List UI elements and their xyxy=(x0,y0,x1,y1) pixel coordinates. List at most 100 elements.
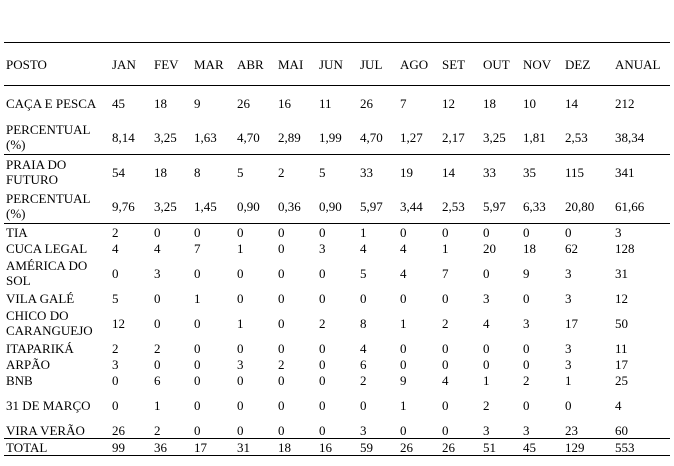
cell: 0 xyxy=(400,290,407,306)
table-row: ARPÃO 3 0 0 3 2 0 6 0 0 0 0 3 17 xyxy=(4,356,670,372)
cell: 17 xyxy=(565,315,578,331)
row-label: CHICO DO CARANGUEJO xyxy=(6,308,93,338)
cell: 212 xyxy=(615,95,635,111)
cell: 0 xyxy=(278,224,285,240)
table-row: CAÇA E PESCA 45 18 9 26 16 11 26 7 12 18 10 14 212 xyxy=(4,86,670,121)
cell: 0 xyxy=(400,356,407,372)
cell: 0 xyxy=(319,290,326,306)
header-cell: JUL xyxy=(358,42,398,86)
cell: 26 xyxy=(398,438,440,456)
cell: 0 xyxy=(319,340,326,356)
cell: 1,81 xyxy=(521,120,563,155)
cell: 2 xyxy=(278,164,285,180)
cell: 4,70 xyxy=(358,120,398,155)
cell: 9 xyxy=(194,95,201,111)
cell: 14 xyxy=(565,95,578,111)
cell: 0 xyxy=(278,315,285,331)
cell: 6 xyxy=(360,356,367,372)
cell: 9,76 xyxy=(110,189,152,224)
cell: 33 xyxy=(360,164,373,180)
cell: 1 xyxy=(237,315,244,331)
cell: 129 xyxy=(563,438,613,456)
cell: 0 xyxy=(112,265,119,281)
cell: 0 xyxy=(154,224,161,240)
cell: 1 xyxy=(400,397,407,413)
cell: 26 xyxy=(237,95,250,111)
table-row: PERCENTUAL (%) 8,14 3,25 1,63 4,70 2,89 1,99 4,… xyxy=(4,120,670,155)
table-row: CHICO DO CARANGUEJO 12 0 0 1 0 2 8 1 2 4 3 17 50 xyxy=(4,306,670,340)
cell: 5,97 xyxy=(358,189,398,224)
cell: 0,90 xyxy=(317,189,358,224)
cell: 0 xyxy=(278,290,285,306)
cell: 18 xyxy=(523,240,536,256)
cell: 0 xyxy=(276,422,317,439)
cell: 0 xyxy=(398,422,440,439)
cell: 1 xyxy=(237,240,244,256)
cell: 2 xyxy=(112,224,119,240)
table-row: PRAIA DO FUTURO 54 18 8 5 2 5 33 19 14 33 35 115 341 xyxy=(4,155,670,190)
cell: 45 xyxy=(112,95,125,111)
header-cell: SET xyxy=(440,42,481,86)
cell: 3 xyxy=(154,265,161,281)
cell: 99 xyxy=(110,438,152,456)
cell: 0 xyxy=(442,340,449,356)
cell: 0 xyxy=(442,397,449,413)
header-cell: NOV xyxy=(521,42,563,86)
cell: 5,97 xyxy=(481,189,521,224)
cell: 0 xyxy=(194,397,201,413)
header-cell: JAN xyxy=(110,42,152,86)
cell: 3,25 xyxy=(152,189,192,224)
cell: 1 xyxy=(565,372,572,388)
cell: 50 xyxy=(615,315,628,331)
cell: 12 xyxy=(442,95,455,111)
cell: 2,89 xyxy=(276,120,317,155)
cell: 2 xyxy=(154,340,161,356)
table-wrap: POSTO JAN FEV MAR ABR MAI JUN JUL AGO SET OUT NOV DE… xyxy=(4,42,670,456)
header-row: POSTO JAN FEV MAR ABR MAI JUN JUL AGO SET OUT NOV DE… xyxy=(4,42,670,86)
cell: 1 xyxy=(194,290,201,306)
cell: 2 xyxy=(152,422,192,439)
cell: 0 xyxy=(317,422,358,439)
cell: 1 xyxy=(360,224,367,240)
cell: 1 xyxy=(483,372,490,388)
data-table: POSTO JAN FEV MAR ABR MAI JUN JUL AGO SET OUT NOV DE… xyxy=(4,42,670,456)
cell: 0 xyxy=(278,265,285,281)
cell: 5 xyxy=(360,265,367,281)
cell: 0 xyxy=(442,224,449,240)
cell: 62 xyxy=(565,240,578,256)
cell: 0 xyxy=(319,224,326,240)
cell: 9 xyxy=(400,372,407,388)
cell: 26 xyxy=(440,438,481,456)
cell: 25 xyxy=(615,372,628,388)
cell: 0 xyxy=(237,340,244,356)
cell: 7 xyxy=(194,240,201,256)
cell: 8 xyxy=(360,315,367,331)
cell: 35 xyxy=(523,164,536,180)
cell: 8,14 xyxy=(110,120,152,155)
cell: 12 xyxy=(615,290,628,306)
cell: 3 xyxy=(521,422,563,439)
row-label: CAÇA E PESCA xyxy=(6,95,97,111)
cell: 0 xyxy=(523,356,530,372)
cell: 0 xyxy=(319,372,326,388)
cell: 1 xyxy=(400,315,407,331)
table-row: VIRA VERÃO 26 2 0 0 0 0 3 0 0 3 3 23 60 xyxy=(4,422,670,439)
cell: 0 xyxy=(483,340,490,356)
cell: 0 xyxy=(154,290,161,306)
cell: 0 xyxy=(360,290,367,306)
cell: 1 xyxy=(442,240,449,256)
cell: 45 xyxy=(521,438,563,456)
row-label: AMÉRICA DO SOL xyxy=(6,258,88,288)
header-cell: DEZ xyxy=(563,42,613,86)
cell: 33 xyxy=(483,164,496,180)
table-body: POSTO JAN FEV MAR ABR MAI JUN JUL AGO SET OUT NOV DE… xyxy=(4,42,670,456)
cell: 3 xyxy=(481,422,521,439)
cell: 0 xyxy=(192,422,235,439)
cell: 0 xyxy=(565,224,572,240)
cell: 16 xyxy=(317,438,358,456)
cell: 5 xyxy=(112,290,119,306)
cell: 4 xyxy=(112,240,119,256)
row-label: CUCA LEGAL xyxy=(6,240,88,256)
cell: 10 xyxy=(523,95,536,111)
row-label: 31 DE MARÇO xyxy=(6,397,91,413)
